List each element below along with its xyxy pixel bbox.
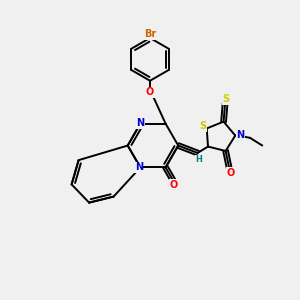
Text: N: N: [135, 162, 143, 172]
Text: O: O: [170, 180, 178, 190]
Text: S: S: [200, 121, 207, 131]
Text: O: O: [146, 87, 154, 97]
Text: Br: Br: [144, 29, 156, 39]
Text: N: N: [136, 118, 144, 128]
Text: H: H: [196, 155, 202, 164]
Text: S: S: [222, 94, 229, 104]
Text: N: N: [236, 130, 244, 140]
Text: O: O: [226, 168, 235, 178]
